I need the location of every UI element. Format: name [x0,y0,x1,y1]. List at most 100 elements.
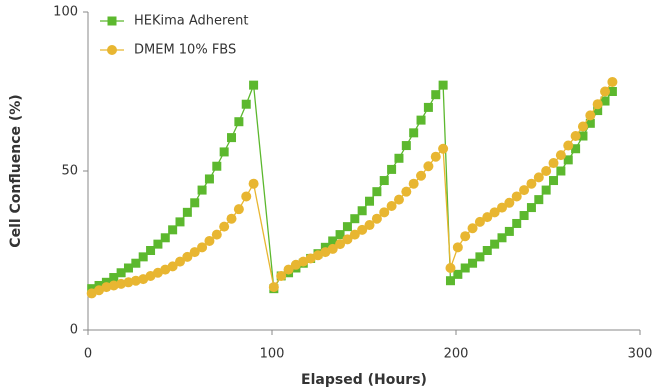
data-point [438,143,449,154]
data-point [233,204,244,215]
data-point [607,87,617,96]
data-point [489,207,500,218]
data-point [526,203,536,213]
data-point [365,196,375,206]
data-point [578,131,588,141]
data-point [226,213,237,224]
data-point [541,166,552,176]
data-point [268,282,279,293]
data-point [452,242,463,253]
data-point [349,229,360,240]
data-point [533,172,544,183]
data-point [460,231,471,242]
data-point [116,268,126,278]
data-point [430,151,441,162]
data-point [131,258,141,268]
y-axis-title: Cell Confluence (%) [8,94,24,247]
legend-label: HEKima Adherent [134,14,248,29]
data-point [182,251,193,262]
data-point [511,191,522,202]
data-point [276,270,287,281]
data-point [593,106,603,116]
data-point [549,176,559,186]
data-point [401,141,411,151]
data-point [190,198,200,208]
data-point [175,256,185,267]
data-point [394,153,404,163]
data-point [431,90,441,100]
data-point [490,239,500,249]
data-point [219,147,229,157]
data-point [153,239,163,249]
data-point [482,212,493,223]
data-point [570,131,581,142]
data-point [416,115,426,125]
data-point [234,117,244,127]
data-point [227,133,237,143]
data-point [212,161,222,171]
data-point [585,118,595,128]
data-point [283,264,294,275]
data-point [387,164,397,174]
data-point [504,197,515,208]
data-point [328,236,338,246]
data-point [474,216,485,227]
data-point [416,170,427,181]
x-tick-label: 0 [84,347,92,362]
x-tick-label: 300 [628,347,653,362]
data-point [445,262,456,273]
data-point [357,206,367,216]
data-point [197,185,207,195]
data-point [386,200,397,211]
data-point [248,178,259,189]
data-point [241,99,251,109]
data-point [541,185,551,195]
data-point [475,252,485,262]
data-point [577,121,588,132]
data-point [219,221,230,232]
data-point [555,150,566,161]
y-tick-label: 0 [70,323,78,338]
data-point [401,186,412,197]
data-point [379,176,389,186]
data-point [211,229,222,240]
data-point [607,76,618,87]
data-point [175,217,185,227]
data-point [342,234,353,245]
data-point [167,261,178,272]
data-point [138,252,148,262]
data-point [379,207,390,218]
data-point [371,213,382,224]
data-point [519,211,529,221]
data-point [197,242,208,253]
data-point [423,102,433,112]
data-point [482,246,492,255]
data-point [504,226,514,236]
data-point [189,247,200,258]
data-point [592,99,603,110]
data-point [357,224,368,235]
data-point [160,233,170,243]
data-point [409,128,419,138]
data-point [497,202,507,213]
data-point [497,233,507,243]
data-point [327,243,338,254]
data-point [408,178,419,189]
data-point [468,258,478,268]
data-point [364,220,375,231]
data-point [467,223,478,234]
data-point [453,269,463,279]
data-point [556,166,566,176]
data-point [423,161,434,172]
data-point [335,230,345,240]
data-point [249,80,259,90]
data-point [526,178,537,189]
legend-label: DMEM 10% FBS [134,43,236,58]
data-point [372,187,382,197]
data-point [512,218,522,228]
data-point [548,158,559,169]
data-point [563,155,573,165]
data-point [600,96,610,106]
data-point [350,214,360,224]
